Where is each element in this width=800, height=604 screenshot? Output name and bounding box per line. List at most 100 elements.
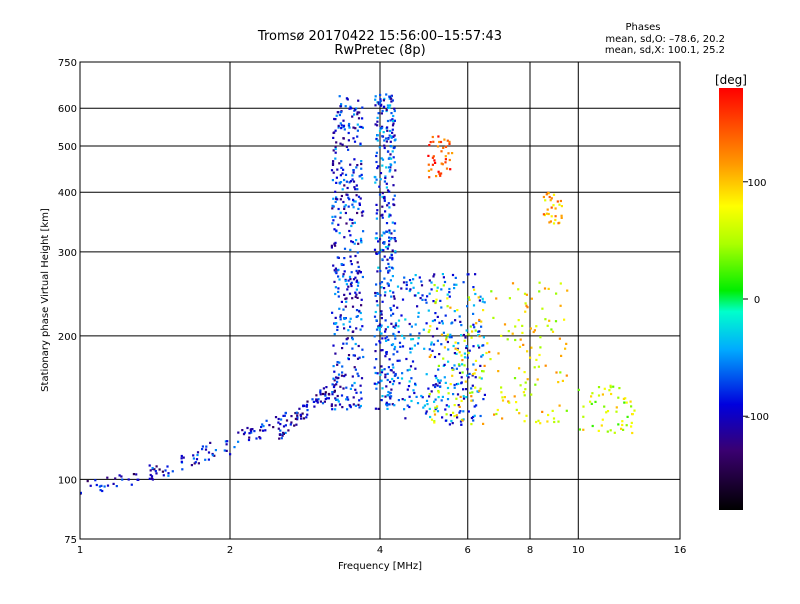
data-point bbox=[351, 384, 354, 387]
data-point bbox=[457, 382, 460, 385]
data-point bbox=[458, 364, 461, 367]
data-point bbox=[386, 104, 389, 107]
data-point bbox=[500, 334, 503, 337]
data-point bbox=[342, 168, 345, 171]
data-point bbox=[358, 269, 361, 273]
data-point bbox=[435, 298, 438, 301]
data-point bbox=[355, 280, 358, 283]
data-point bbox=[394, 138, 397, 141]
data-point bbox=[381, 395, 384, 398]
x-tick-label: 4 bbox=[377, 545, 383, 556]
data-point bbox=[358, 406, 361, 409]
data-point bbox=[388, 95, 391, 98]
data-point bbox=[374, 371, 377, 375]
data-point bbox=[552, 193, 556, 196]
data-point bbox=[418, 276, 421, 279]
data-point bbox=[457, 342, 460, 345]
data-point bbox=[448, 295, 451, 298]
data-point bbox=[302, 404, 305, 407]
data-point bbox=[428, 292, 431, 295]
x-tick-label: 10 bbox=[572, 545, 585, 556]
data-point bbox=[384, 376, 387, 379]
data-point bbox=[374, 98, 377, 101]
data-point bbox=[384, 291, 387, 294]
data-point bbox=[436, 410, 440, 413]
data-point bbox=[213, 454, 216, 457]
data-point bbox=[391, 128, 394, 131]
data-point bbox=[375, 160, 378, 164]
data-point bbox=[390, 309, 393, 312]
data-point bbox=[449, 333, 452, 336]
data-point bbox=[433, 421, 436, 424]
data-point bbox=[354, 108, 357, 111]
data-point bbox=[391, 275, 394, 278]
data-point bbox=[601, 393, 604, 396]
data-point bbox=[480, 377, 483, 380]
data-point bbox=[492, 316, 495, 319]
data-point bbox=[450, 419, 453, 423]
data-point bbox=[542, 213, 545, 216]
data-point bbox=[438, 321, 441, 324]
data-point bbox=[388, 392, 391, 395]
data-point bbox=[389, 145, 392, 148]
data-point bbox=[601, 418, 604, 421]
data-point bbox=[446, 293, 449, 296]
data-point bbox=[345, 222, 348, 225]
data-point bbox=[471, 330, 474, 333]
data-point bbox=[398, 341, 402, 344]
data-point bbox=[456, 348, 459, 351]
data-point bbox=[336, 168, 339, 171]
data-point bbox=[538, 353, 541, 357]
data-point bbox=[458, 315, 461, 318]
data-point bbox=[336, 256, 339, 259]
data-point bbox=[559, 371, 562, 374]
data-point bbox=[533, 329, 536, 332]
data-point bbox=[387, 202, 390, 205]
data-point bbox=[201, 448, 204, 451]
data-point bbox=[558, 203, 561, 206]
data-point bbox=[463, 356, 467, 359]
data-point bbox=[564, 347, 567, 350]
data-point bbox=[388, 240, 391, 243]
data-point bbox=[519, 384, 522, 387]
data-point bbox=[345, 386, 348, 389]
data-point bbox=[448, 423, 451, 426]
data-point bbox=[355, 279, 359, 282]
data-point bbox=[355, 309, 359, 312]
data-point bbox=[79, 491, 82, 494]
data-point bbox=[375, 343, 378, 346]
data-point bbox=[389, 380, 392, 384]
data-point bbox=[360, 377, 364, 380]
data-point bbox=[375, 178, 378, 181]
data-point bbox=[469, 391, 472, 394]
data-point bbox=[338, 403, 342, 406]
data-point bbox=[391, 403, 394, 406]
data-point bbox=[356, 123, 359, 126]
data-point bbox=[547, 212, 550, 216]
data-point bbox=[427, 387, 430, 390]
data-point bbox=[334, 147, 337, 151]
data-point bbox=[521, 331, 524, 334]
data-point bbox=[530, 393, 533, 396]
data-point bbox=[376, 116, 379, 119]
data-point bbox=[447, 360, 450, 363]
data-point bbox=[428, 144, 431, 147]
data-point bbox=[453, 310, 456, 313]
data-point bbox=[374, 407, 377, 410]
data-point bbox=[337, 373, 341, 376]
data-point bbox=[378, 323, 382, 326]
data-point bbox=[437, 389, 440, 393]
data-point bbox=[388, 231, 391, 234]
data-point bbox=[437, 391, 440, 394]
data-point bbox=[349, 248, 352, 251]
data-point bbox=[433, 410, 436, 413]
data-point bbox=[430, 281, 433, 284]
data-point bbox=[441, 322, 444, 325]
data-point bbox=[360, 318, 363, 321]
data-point bbox=[410, 281, 413, 285]
data-point bbox=[408, 289, 411, 293]
data-point bbox=[385, 385, 388, 388]
data-point bbox=[381, 369, 384, 372]
data-point bbox=[331, 215, 334, 218]
data-point bbox=[426, 403, 429, 406]
